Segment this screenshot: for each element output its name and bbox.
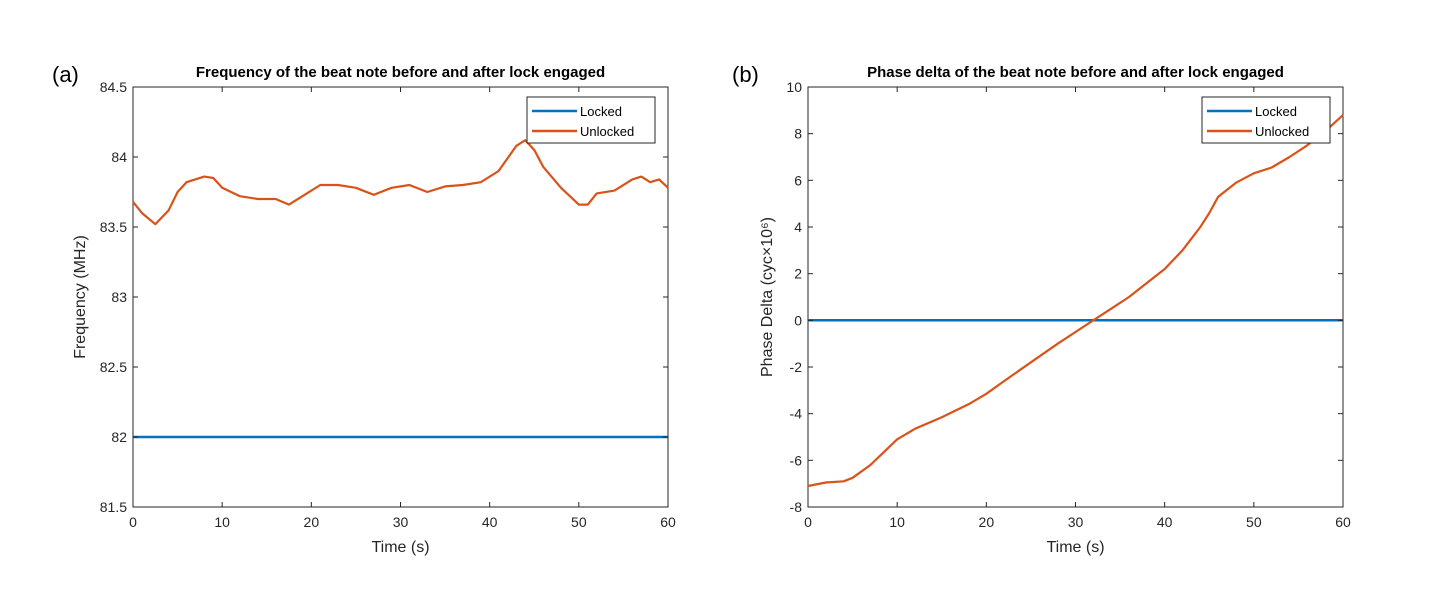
y-tick-label: 6 [794,172,802,188]
x-tick-label: 0 [129,514,137,530]
chart-title: Frequency of the beat note before and af… [196,64,605,81]
x-tick-label: 0 [804,514,812,530]
panel-label: (a) [52,62,79,87]
chart-panel-b: (b) Phase delta of the beat note before a… [732,62,1351,556]
legend-label-unlocked: Unlocked [1255,124,1309,139]
chart-title: Phase delta of the beat note before and … [867,64,1284,81]
y-tick-label: 8 [794,126,802,142]
x-axis-label: Time (s) [371,539,429,556]
y-tick-label: 83 [111,289,127,305]
legend: Locked Unlocked [1201,96,1331,144]
y-tick-label: -8 [790,499,803,515]
legend-label-unlocked: Unlocked [580,124,634,139]
series-line-unlocked [807,114,1344,488]
x-tick-label: 60 [1335,514,1351,530]
legend-box [526,96,656,144]
series-line-unlocked [132,139,669,226]
x-axis-label: Time (s) [1046,539,1104,556]
x-tick-label: 10 [889,514,905,530]
y-tick-label: -2 [790,359,803,375]
y-tick-label: 84 [111,149,127,165]
y-tick-label: 83.5 [100,219,127,235]
x-tick-label: 30 [1068,514,1084,530]
y-tick-label: 10 [786,79,802,95]
y-tick-label: 82.5 [100,359,127,375]
legend-label-locked: Locked [1255,104,1297,119]
y-tick-label: -6 [790,452,803,468]
y-tick-label: -4 [790,406,803,422]
x-tick-label: 40 [1157,514,1173,530]
y-axis-label: Phase Delta (cyc×10⁶) [759,217,776,377]
panel-label: (b) [732,62,759,87]
y-tick-label: 81.5 [100,499,127,515]
y-tick-label: 0 [794,312,802,328]
chart-panel-a: (a) Frequency of the beat note before and… [52,62,676,556]
x-tick-label: 20 [979,514,995,530]
x-tick-label: 10 [214,514,230,530]
x-tick-label: 20 [304,514,320,530]
x-tick-label: 60 [660,514,676,530]
plot-area [132,86,669,508]
y-tick-label: 84.5 [100,79,127,95]
legend-label-locked: Locked [580,104,622,119]
x-tick-label: 50 [1246,514,1262,530]
plot-area [807,86,1344,508]
y-axis-label: Frequency (MHz) [72,235,89,359]
y-tick-label: 82 [111,429,127,445]
x-tick-label: 40 [482,514,498,530]
y-tick-label: 2 [794,266,802,282]
x-tick-label: 30 [393,514,409,530]
legend: Locked Unlocked [526,96,656,144]
y-tick-label: 4 [794,219,802,235]
legend-box [1201,96,1331,144]
x-tick-label: 50 [571,514,587,530]
